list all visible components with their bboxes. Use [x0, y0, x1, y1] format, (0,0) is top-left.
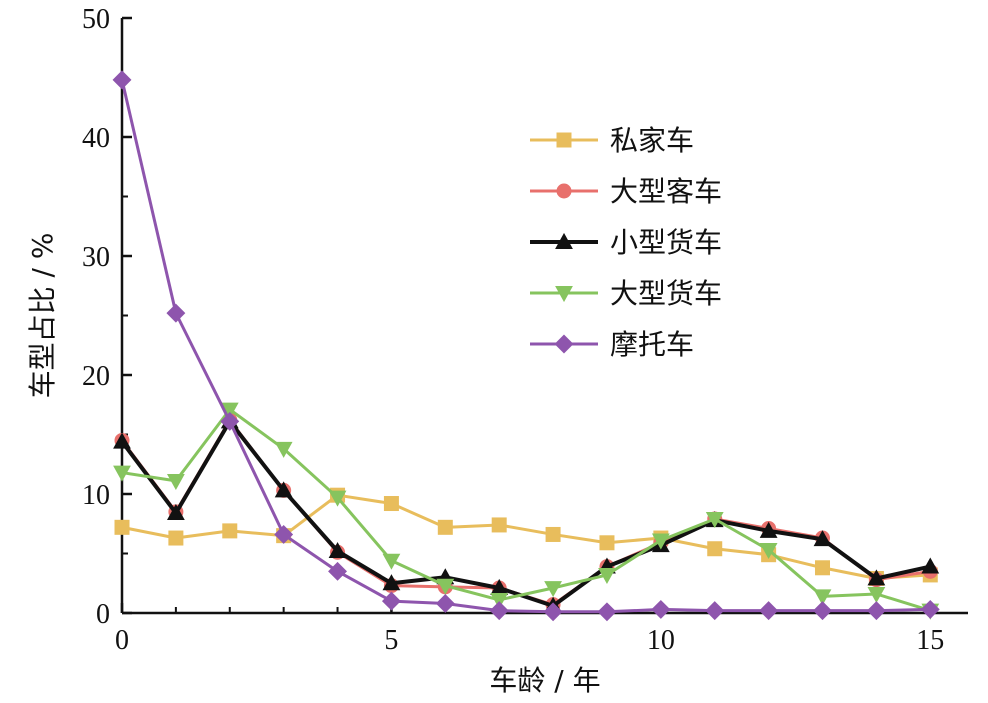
legend-label: 大型客车: [610, 175, 722, 208]
legend-label: 摩托车: [610, 328, 694, 361]
data-point: [813, 601, 832, 621]
data-point: [491, 517, 507, 533]
y-tick-label: 0: [96, 599, 110, 630]
data-point: [651, 599, 671, 619]
y-axis-title: 车型占比 / %: [26, 233, 59, 399]
legend-item: 大型客车: [530, 175, 722, 208]
data-point: [383, 496, 399, 512]
data-point: [543, 602, 563, 622]
data-point: [274, 441, 293, 458]
data-point: [545, 526, 561, 542]
data-point: [114, 519, 130, 535]
axes: 0 5 10 15 0 10 20 30 40 50: [82, 4, 968, 656]
legend-marker: [555, 232, 573, 249]
data-point: [382, 574, 401, 591]
data-point: [328, 542, 347, 559]
series-line: [120, 79, 931, 614]
data-point: [599, 535, 615, 551]
data-point: [489, 601, 509, 621]
data-point: [867, 587, 886, 604]
data-point: [113, 432, 131, 449]
data-point: [759, 521, 778, 538]
legend-item: 摩托车: [530, 328, 694, 361]
data-point: [651, 533, 670, 550]
data-point: [168, 530, 184, 546]
data-point: [381, 591, 401, 611]
data-point: [274, 525, 294, 544]
data-point: [382, 553, 401, 570]
x-tick-label: 5: [384, 625, 398, 656]
series-2: [114, 412, 938, 613]
data-point: [544, 581, 562, 598]
series-3: [113, 412, 940, 613]
legend-label: 大型货车: [610, 277, 722, 310]
y-tick-label: 40: [82, 123, 110, 154]
series-4: [113, 402, 940, 620]
series-line: [120, 419, 931, 608]
data-point: [707, 541, 723, 557]
data-point: [113, 465, 131, 482]
data-point: [328, 490, 347, 507]
y-tick-label: 30: [82, 242, 110, 273]
x-tick-label: 15: [916, 625, 944, 656]
legend-item: 小型货车: [530, 226, 722, 259]
legend-item: 私家车: [530, 124, 694, 157]
series-5: [112, 70, 940, 622]
data-point: [813, 589, 832, 606]
data-point: [274, 481, 293, 498]
legend-label: 小型货车: [610, 226, 722, 259]
data-point: [166, 303, 186, 323]
data-point: [598, 567, 616, 584]
data-point: [705, 601, 725, 621]
series-layer: [112, 70, 940, 622]
data-point: [921, 557, 940, 574]
data-point: [220, 411, 240, 431]
x-axis-title: 车龄 / 年: [489, 664, 600, 697]
legend-marker: [555, 286, 573, 303]
y-tick-label: 50: [82, 4, 110, 35]
data-point: [815, 560, 831, 576]
y-tick-label: 20: [82, 361, 110, 392]
data-point: [328, 561, 347, 581]
legend-marker: [556, 132, 572, 148]
legend-label: 私家车: [610, 124, 694, 157]
data-point: [222, 523, 238, 539]
data-point: [597, 602, 617, 622]
series-line: [121, 408, 931, 613]
data-point: [920, 599, 940, 619]
series-line: [121, 493, 931, 580]
y-tick-label: 10: [82, 480, 110, 511]
data-point: [813, 530, 832, 547]
x-tick-label: 0: [115, 625, 129, 656]
legend-marker: [554, 334, 574, 354]
data-point: [705, 512, 724, 529]
data-point: [759, 542, 778, 560]
data-point: [867, 569, 886, 586]
data-point: [866, 601, 886, 621]
legend-marker: [556, 183, 572, 199]
data-point: [759, 601, 779, 621]
data-point: [435, 594, 455, 613]
legend-item: 大型货车: [530, 277, 722, 310]
data-point: [166, 473, 185, 490]
data-point: [437, 519, 453, 535]
data-point: [112, 70, 132, 90]
data-point: [166, 503, 185, 520]
data-point: [436, 578, 455, 595]
x-tick-label: 10: [647, 625, 675, 656]
data-point: [490, 592, 509, 609]
